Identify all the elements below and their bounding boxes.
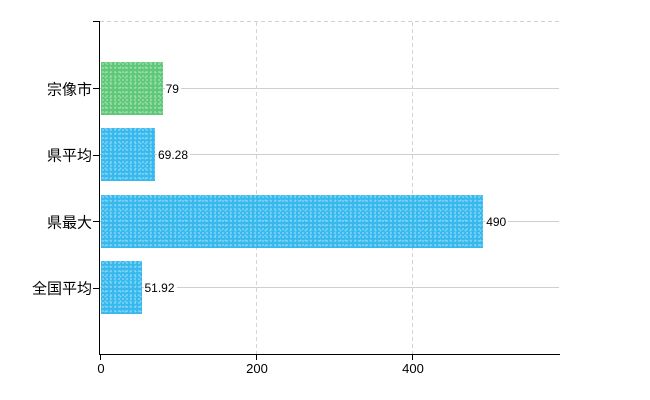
- category-gridline: [100, 154, 559, 156]
- category-label: 県最大: [46, 214, 92, 232]
- bar-value-label: 69.28: [157, 148, 191, 163]
- data-bar: [101, 195, 484, 248]
- category-gridline: [100, 87, 559, 89]
- data-bar: [101, 261, 142, 314]
- data-bar: [101, 62, 163, 115]
- vertical-gridline: [256, 22, 257, 354]
- category-label: 県平均: [46, 147, 92, 165]
- x-axis-tick: [100, 355, 101, 360]
- category-label: 全国平均: [31, 280, 92, 298]
- x-axis-tick: [412, 355, 413, 360]
- x-axis-tick-label: 0: [97, 361, 105, 376]
- category-gridline: [100, 287, 559, 289]
- x-axis-tick-label: 400: [402, 361, 424, 376]
- x-axis-tick-label: 200: [246, 361, 268, 376]
- y-axis-top-tick: [93, 21, 100, 22]
- data-bar: [101, 128, 155, 181]
- vertical-gridline: [412, 22, 413, 354]
- bar-value-label: 490: [485, 214, 509, 229]
- y-axis-tick: [93, 155, 100, 156]
- category-label: 宗像市: [46, 81, 92, 99]
- y-axis-tick: [93, 221, 100, 222]
- x-axis-line: [99, 354, 560, 355]
- y-axis-tick: [93, 288, 100, 289]
- bar-value-label: 51.92: [143, 281, 177, 296]
- x-axis-tick: [256, 355, 257, 360]
- y-axis-line: [99, 21, 100, 355]
- y-axis-tick: [93, 88, 100, 89]
- plot-top-dashed-border: [100, 21, 559, 22]
- bar-value-label: 79: [164, 81, 181, 96]
